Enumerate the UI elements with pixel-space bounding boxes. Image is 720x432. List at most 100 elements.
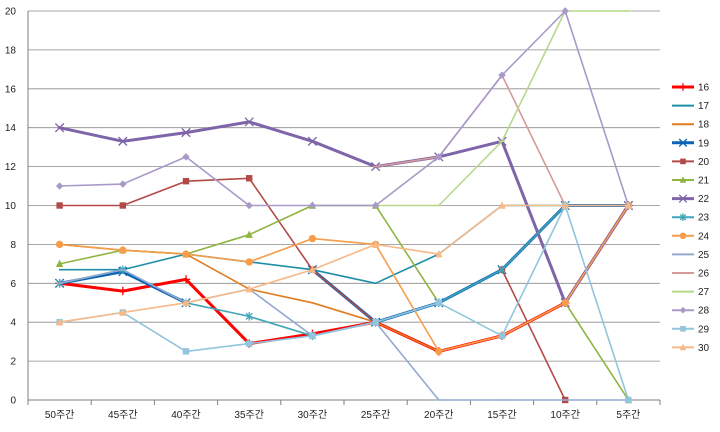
legend-item-20: 20	[672, 157, 710, 168]
data-point	[245, 284, 253, 293]
data-point	[54, 123, 65, 133]
data-point	[679, 83, 687, 91]
legend-item-19: 19	[672, 138, 710, 149]
legend-item-28: 28	[672, 306, 710, 317]
data-point	[498, 332, 506, 340]
series-line	[58, 204, 630, 353]
legend-label: 27	[698, 287, 710, 298]
x-axis: 50주간 45주간 40주간 35주간 30주간 25주간 20주간 15주간 10주간 5주간	[27, 399, 661, 421]
data-point	[182, 298, 190, 306]
legend: 16 17 18 19 20 21 22 23 24 25 26 27 28 29 30	[672, 83, 710, 354]
data-point	[371, 240, 380, 248]
legend-item-23: 23	[672, 213, 710, 224]
series-line	[58, 10, 630, 207]
data-point	[119, 180, 127, 188]
data-point	[625, 396, 632, 404]
data-point	[308, 234, 317, 243]
legend-item-21: 21	[672, 176, 710, 187]
y-tick-label: 16	[5, 84, 17, 95]
y-tick-label: 12	[5, 162, 17, 173]
legend-label: 25	[698, 250, 710, 261]
data-point	[679, 306, 687, 314]
data-point	[679, 213, 687, 221]
x-tick-label: 50주간	[45, 409, 75, 421]
data-point	[182, 348, 190, 355]
x-tick-label: 40주간	[171, 409, 201, 421]
series-line	[58, 177, 566, 401]
y-tick-label: 0	[10, 396, 16, 407]
series-line	[58, 204, 630, 323]
legend-label: 28	[698, 306, 710, 317]
legend-label: 18	[698, 120, 710, 131]
x-tick-label: 45주간	[108, 409, 138, 421]
data-point	[308, 265, 317, 273]
data-point	[624, 201, 633, 209]
legend-label: 16	[698, 83, 710, 94]
x-tick-label: 10주간	[550, 409, 580, 421]
data-point	[372, 319, 379, 326]
y-tick-label: 6	[10, 279, 16, 290]
data-point	[679, 343, 687, 351]
data-point	[181, 127, 191, 138]
data-point	[118, 136, 128, 146]
y-tick-label: 14	[5, 123, 17, 134]
data-point	[55, 318, 64, 326]
data-point	[678, 194, 688, 203]
legend-label: 30	[698, 343, 710, 354]
legend-item-18: 18	[672, 120, 710, 131]
legend-item-17: 17	[672, 101, 710, 112]
y-tick-label: 2	[10, 357, 16, 368]
data-point	[680, 158, 686, 165]
x-tick-label: 25주간	[361, 409, 391, 421]
data-point	[119, 246, 127, 254]
legend-label: 21	[698, 176, 710, 187]
data-point	[246, 175, 253, 182]
data-point	[55, 182, 64, 190]
data-point	[498, 71, 506, 79]
data-point	[498, 201, 506, 209]
data-point	[307, 136, 318, 146]
data-point	[308, 201, 317, 210]
data-point	[182, 177, 190, 185]
legend-label: 19	[698, 138, 710, 149]
x-tick-label: 15주간	[487, 409, 517, 421]
data-point	[118, 286, 127, 296]
data-point	[561, 7, 569, 15]
data-point	[244, 117, 254, 127]
x-tick-label: 30주간	[298, 409, 328, 421]
data-point	[119, 202, 126, 209]
data-point	[680, 326, 686, 332]
y-tick-label: 8	[10, 240, 16, 251]
series-line	[58, 204, 630, 401]
legend-item-29: 29	[672, 324, 710, 335]
data-point	[498, 265, 506, 274]
data-point	[678, 138, 688, 148]
data-point	[435, 299, 442, 306]
data-point	[181, 275, 191, 284]
x-tick-label: 35주간	[234, 409, 264, 421]
legend-item-24: 24	[672, 231, 710, 242]
y-tick-label: 4	[10, 318, 16, 329]
legend-label: 23	[698, 213, 710, 224]
series-lines	[54, 7, 634, 404]
data-point	[245, 201, 253, 210]
data-point	[309, 332, 316, 340]
series-line	[58, 120, 630, 305]
legend-item-22: 22	[672, 194, 710, 205]
y-axis: 0 2 4 6 8 10 12 14 16 18 20	[5, 7, 29, 407]
y-tick-label: 18	[5, 45, 17, 56]
data-point	[182, 153, 190, 161]
data-point	[55, 240, 64, 249]
legend-label: 22	[698, 194, 710, 205]
legend-item-25: 25	[672, 250, 710, 261]
data-point	[435, 249, 443, 258]
data-point	[435, 153, 443, 161]
data-point	[245, 258, 253, 266]
legend-label: 24	[698, 231, 710, 242]
data-point	[55, 259, 64, 268]
data-point	[679, 176, 687, 183]
data-point	[56, 202, 63, 209]
legend-label: 26	[698, 269, 710, 280]
data-point	[371, 201, 380, 210]
